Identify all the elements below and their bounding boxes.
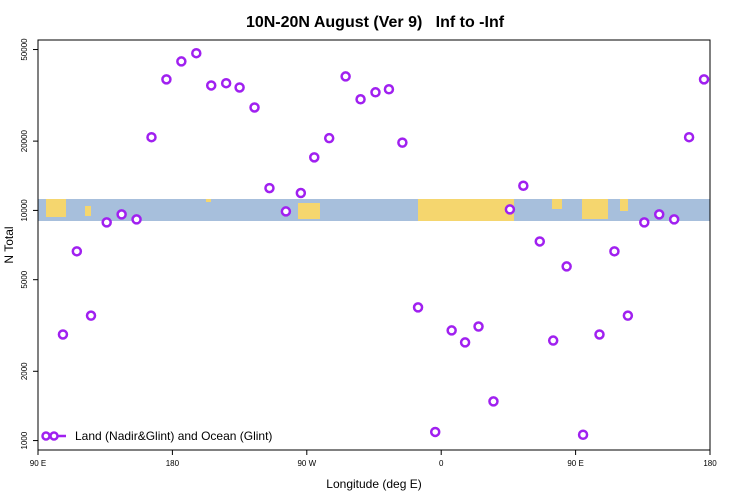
legend-label: Land (Nadir&Glint) and Ocean (Glint) [75, 429, 272, 443]
point [220, 77, 232, 89]
point [191, 47, 202, 59]
point [518, 180, 529, 191]
x-tick-label: 180 [703, 459, 717, 468]
point [622, 310, 634, 321]
point [85, 310, 97, 321]
y-tick-label: 50000 [20, 38, 29, 61]
point [459, 337, 471, 348]
point [383, 84, 395, 95]
x-axis-label: Longitude (deg E) [326, 477, 421, 491]
point [547, 335, 559, 346]
y-tick-label: 5000 [20, 270, 29, 288]
legend-marker [49, 431, 59, 441]
point [131, 214, 142, 225]
plot-frame [37, 39, 711, 451]
point [473, 321, 484, 332]
y-tick-label: 1000 [20, 431, 29, 449]
point [101, 217, 112, 228]
point [295, 187, 307, 199]
x-tick-label: 90 E [30, 459, 46, 468]
point [340, 71, 351, 82]
legend-marker [41, 431, 51, 441]
point [146, 131, 157, 143]
chart-title: 10N-20N August (Ver 9) Inf to -Inf [246, 14, 505, 31]
point [668, 214, 680, 225]
x-tick-label: 90 W [297, 459, 316, 468]
point [698, 74, 710, 85]
point [446, 325, 457, 336]
point [504, 204, 516, 215]
point [594, 329, 605, 340]
point [639, 217, 650, 228]
point [264, 182, 275, 194]
point [561, 261, 572, 272]
point [280, 206, 292, 217]
point [71, 246, 83, 257]
point [397, 137, 408, 148]
y-tick-label: 20000 [20, 129, 29, 152]
point [234, 82, 245, 93]
point [534, 236, 546, 247]
point [488, 396, 499, 407]
point [57, 329, 69, 340]
y-tick-label: 10000 [20, 199, 29, 222]
point [683, 131, 695, 143]
map-strip [38, 199, 710, 221]
x-tick-label: 180 [166, 459, 180, 468]
y-axis-label: N Total [2, 226, 16, 263]
x-tick-label: 90 E [567, 459, 583, 468]
point [653, 209, 665, 220]
point [116, 209, 127, 220]
point [412, 302, 424, 313]
point [249, 102, 260, 113]
x-tick-label: 0 [439, 459, 444, 468]
point [161, 74, 172, 85]
point [429, 426, 441, 438]
point [609, 246, 620, 257]
point [176, 56, 187, 67]
y-tick-label: 2000 [20, 362, 29, 380]
point [323, 132, 335, 144]
point [205, 80, 217, 91]
point [309, 152, 320, 163]
point [355, 94, 366, 105]
point [370, 87, 381, 98]
point [577, 429, 589, 440]
